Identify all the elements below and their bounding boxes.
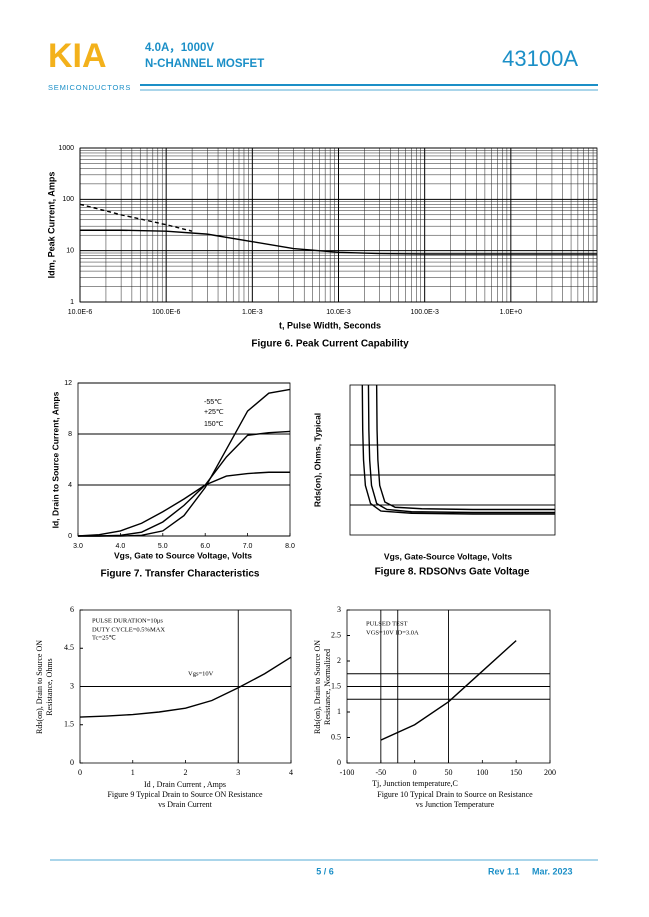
x-tick-label: 3.0: [73, 543, 83, 550]
y-axis-label: Resistance, Ohms: [45, 658, 54, 715]
annotation: Vgs=10V: [188, 670, 214, 677]
y-tick-label: 0: [70, 758, 74, 767]
x-tick-label: 1: [131, 768, 135, 777]
page-number: 5 / 6: [316, 866, 334, 876]
y-tick-label: 2.5: [331, 630, 341, 639]
y-tick-label: 0: [68, 533, 72, 540]
series-line: [80, 229, 597, 255]
y-axis-label: Resistance, Normalized: [323, 649, 332, 725]
x-tick-label: 150: [510, 768, 522, 777]
series-line: [367, 384, 555, 514]
x-tick-label: 50: [445, 768, 453, 777]
series-line: [380, 640, 517, 741]
y-tick-label: 1: [70, 299, 74, 306]
x-tick-label: 100: [476, 768, 488, 777]
logo: KIA: [48, 37, 107, 75]
x-axis-label: Tj, Junction temperature,C: [372, 779, 458, 788]
x-tick-label: 1.0E+0: [500, 309, 522, 316]
x-tick-label: 7.0: [243, 543, 253, 550]
y-tick-label: 1.5: [331, 681, 341, 690]
x-tick-label: 200: [544, 768, 556, 777]
series-line: [361, 384, 555, 515]
date: Mar. 2023: [532, 866, 573, 876]
y-axis-label: Id, Drain to Source Current, Amps: [50, 391, 60, 528]
series-line: [78, 430, 291, 537]
x-tick-label: 0: [78, 768, 82, 777]
series-label: +25℃: [204, 409, 224, 416]
annotation: PULSE DURATION=10μs: [92, 617, 163, 624]
y-tick-label: 10: [66, 248, 74, 255]
y-axis-label: Rds(on), Drain to Source ON: [35, 640, 44, 734]
y-tick-label: 4: [68, 482, 72, 489]
series-line: [79, 203, 193, 232]
y-tick-label: 2: [337, 656, 341, 665]
series-label: -55℃: [204, 399, 222, 406]
x-tick-label: 10.0E-6: [68, 309, 93, 316]
series-line: [77, 471, 290, 537]
product: N-CHANNEL MOSFET: [145, 58, 264, 70]
annotation: Tc=25℃: [92, 634, 117, 641]
annotation: VGS=10V ID=3.0A: [366, 629, 419, 636]
y-tick-label: 3: [70, 681, 74, 690]
annotation: DUTY CYCLE=0.5%MAX: [92, 626, 165, 633]
y-tick-label: 0: [337, 758, 341, 767]
figure-caption: vs Junction Temperature: [416, 800, 495, 809]
x-tick-label: 5.0: [158, 543, 168, 550]
y-tick-label: 1: [337, 707, 341, 716]
x-tick-label: 8.0: [285, 543, 295, 550]
x-tick-label: 6.0: [200, 543, 210, 550]
x-tick-label: 2: [184, 768, 188, 777]
y-tick-label: 1000: [58, 145, 74, 152]
x-axis-label: t, Pulse Width, Seconds: [279, 320, 381, 330]
figure-caption: Figure 8. RDSONvs Gate Voltage: [375, 567, 530, 578]
y-axis-label: Rds(on), Drain to Source ON: [313, 640, 322, 734]
series-line: [79, 656, 292, 718]
y-tick-label: 12: [64, 380, 72, 387]
revision: Rev 1.1: [488, 866, 520, 876]
x-axis-label: Vgs, Gate-Source Voltage, Volts: [384, 551, 512, 561]
y-tick-label: 3: [337, 605, 341, 614]
figure-caption: Figure 9 Typical Drain to Source ON Resi…: [107, 790, 262, 799]
y-axis-label: Idm, Peak Current, Amps: [46, 172, 56, 279]
figure-caption: vs Drain Current: [158, 800, 213, 809]
series-line: [375, 384, 555, 511]
x-tick-label: -50: [375, 768, 386, 777]
x-tick-label: 4.0: [116, 543, 126, 550]
x-tick-label: 100.0E-6: [152, 309, 181, 316]
logo-subtitle: SEMICONDUCTORS: [48, 83, 131, 92]
x-axis-label: Id , Drain Current , Amps: [144, 780, 226, 789]
x-tick-label: 0: [413, 768, 417, 777]
figure-caption: Figure 6. Peak Current Capability: [251, 339, 409, 350]
plot-frame: [349, 384, 556, 536]
x-axis-label: Vgs, Gate to Source Voltage, Volts: [114, 550, 252, 560]
x-tick-label: 4: [289, 768, 293, 777]
spec: 4.0A，1000V: [145, 42, 214, 54]
y-tick-label: 0.5: [331, 732, 341, 741]
y-tick-label: 1.5: [64, 720, 74, 729]
annotation: PULSED TEST: [366, 620, 408, 627]
figure-caption: Figure 10 Typical Drain to Source on Res…: [377, 790, 533, 799]
x-tick-label: 10.0E-3: [326, 309, 351, 316]
part-number: 43100A: [502, 46, 578, 71]
y-tick-label: 6: [70, 605, 74, 614]
y-axis-label: Rds(on), Ohms, Typical: [312, 413, 322, 507]
figure-caption: Figure 7. Transfer Characteristics: [101, 569, 260, 580]
series-label: 150℃: [204, 421, 224, 428]
y-tick-label: 100: [62, 196, 74, 203]
y-tick-label: 4.5: [64, 643, 74, 652]
y-tick-label: 8: [68, 431, 72, 438]
x-tick-label: 3: [236, 768, 240, 777]
x-tick-label: 1.0E-3: [242, 309, 263, 316]
x-tick-label: 100.0E-3: [410, 309, 439, 316]
x-tick-label: -100: [340, 768, 355, 777]
